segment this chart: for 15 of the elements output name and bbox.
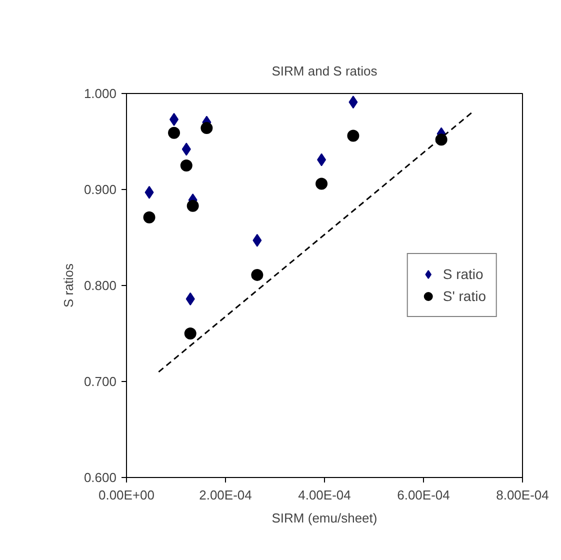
chart-title: SIRM and S ratios <box>272 64 378 78</box>
y-tick-label: 0.900 <box>84 182 117 197</box>
legend-label: S' ratio <box>442 288 486 304</box>
x-tick-label: 0.00E+00 <box>98 488 155 502</box>
y-axis-title: S ratios <box>60 262 76 308</box>
y-tick-label: 0.800 <box>84 278 117 293</box>
y-tick-label: 0.700 <box>84 374 117 389</box>
x-axis-title: SIRM (emu/sheet) <box>272 510 378 526</box>
x-tick-label: 2.00E-04 <box>199 488 252 502</box>
x-tick-label: 8.00E-04 <box>496 488 549 502</box>
y-tick-label: 1.000 <box>84 86 117 101</box>
x-tick-label: 4.00E-04 <box>298 488 351 502</box>
x-tick-label: 6.00E-04 <box>397 488 450 502</box>
legend-label: S ratio <box>442 266 484 282</box>
y-tick-label: 0.600 <box>84 470 117 485</box>
